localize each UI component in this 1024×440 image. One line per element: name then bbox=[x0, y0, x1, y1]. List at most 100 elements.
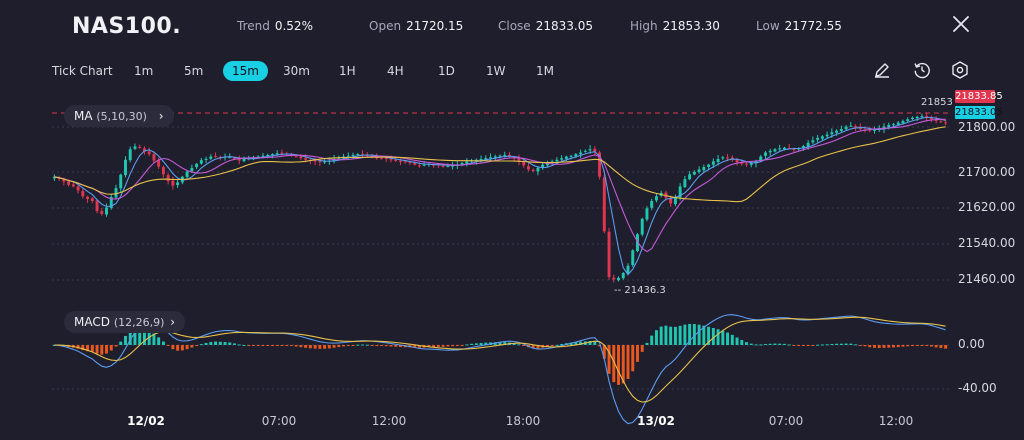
macd-histogram-bar bbox=[820, 344, 824, 346]
candle-body bbox=[669, 197, 673, 204]
candle-body bbox=[801, 146, 805, 149]
macd-histogram-bar bbox=[673, 326, 677, 345]
candle-body bbox=[929, 117, 933, 120]
macd-histogram-bar bbox=[636, 345, 639, 362]
candle-body bbox=[228, 156, 232, 158]
candle-body bbox=[503, 154, 507, 156]
macd-histogram-bar bbox=[142, 328, 146, 345]
macd-indicator-toggle[interactable]: MACD (12,26,9) › bbox=[64, 311, 186, 333]
macd-histogram-bar bbox=[669, 326, 673, 345]
candle-body bbox=[313, 160, 317, 162]
candle-body bbox=[289, 153, 293, 156]
candle-body bbox=[365, 155, 369, 157]
price-tick-label: 21800.00 bbox=[958, 120, 1016, 134]
macd-histogram-bar bbox=[688, 323, 692, 345]
candle-body bbox=[564, 156, 568, 159]
tab-1h[interactable]: 1H bbox=[339, 64, 356, 78]
tick-chart-button[interactable]: Tick Chart bbox=[52, 64, 113, 78]
macd-histogram-bar bbox=[726, 332, 730, 345]
candle-body bbox=[71, 184, 75, 187]
candle-body bbox=[413, 162, 417, 165]
macd-histogram-bar bbox=[754, 344, 758, 346]
chevron-right-icon: › bbox=[170, 315, 176, 329]
macd-histogram-bar bbox=[707, 326, 711, 345]
candle-body bbox=[176, 182, 180, 186]
macd-histogram-bar bbox=[901, 345, 905, 347]
settings-hex-icon[interactable] bbox=[950, 60, 970, 80]
tab-5m[interactable]: 5m bbox=[184, 64, 204, 78]
candle-body bbox=[887, 124, 891, 128]
candle-body bbox=[939, 121, 943, 123]
candle-body bbox=[541, 164, 545, 168]
macd-histogram-bar bbox=[887, 345, 891, 348]
macd-histogram-bar bbox=[910, 345, 914, 346]
macd-histogram-bar bbox=[498, 342, 502, 345]
draw-pencil-icon[interactable] bbox=[872, 60, 892, 80]
candle-body bbox=[531, 169, 535, 172]
macd-histogram-bar bbox=[484, 342, 488, 345]
tab-15m[interactable]: 15m bbox=[223, 61, 268, 81]
macd-histogram-bar bbox=[95, 345, 99, 354]
macd-histogram-bar bbox=[223, 342, 227, 345]
candle-body bbox=[901, 120, 905, 124]
reset-clock-icon[interactable] bbox=[912, 60, 932, 80]
macd-histogram-bar bbox=[185, 345, 189, 350]
candle-body bbox=[612, 277, 616, 280]
macd-dif-line bbox=[54, 314, 946, 425]
macd-histogram-bar bbox=[332, 345, 336, 348]
macd-histogram-bar bbox=[745, 342, 748, 345]
macd-histogram-bar bbox=[119, 341, 123, 345]
macd-histogram-bar bbox=[375, 345, 379, 346]
candle-body bbox=[844, 126, 848, 130]
candle-body bbox=[422, 164, 426, 166]
tab-1m-month[interactable]: 1M bbox=[536, 64, 554, 78]
tab-1m[interactable]: 1m bbox=[134, 64, 154, 78]
macd-histogram-bar bbox=[128, 330, 132, 345]
candle-body bbox=[105, 207, 108, 215]
candle-body bbox=[124, 159, 127, 176]
tab-1d[interactable]: 1D bbox=[438, 64, 455, 78]
candle-body bbox=[62, 178, 66, 182]
tab-1w[interactable]: 1W bbox=[486, 64, 506, 78]
candle-body bbox=[820, 136, 824, 139]
candle-body bbox=[692, 171, 696, 175]
close-icon[interactable] bbox=[951, 14, 971, 34]
tab-4h[interactable]: 4H bbox=[387, 64, 404, 78]
candle-body bbox=[304, 158, 308, 160]
candle-body bbox=[579, 152, 583, 155]
macd-histogram-bar bbox=[370, 345, 374, 346]
candle-body bbox=[654, 196, 658, 201]
macd-histogram-bar bbox=[854, 344, 858, 346]
high-annotation: 21853 bbox=[921, 97, 953, 108]
candle-body bbox=[631, 250, 635, 266]
macd-histogram-bar bbox=[839, 343, 843, 345]
candle-body bbox=[408, 162, 412, 164]
macd-histogram-bar bbox=[470, 343, 474, 345]
candle-body bbox=[185, 171, 189, 177]
macd-histogram-bar bbox=[711, 327, 715, 345]
macd-histogram-bar bbox=[877, 345, 881, 348]
candle-body bbox=[133, 146, 137, 149]
macd-histogram-bar bbox=[925, 345, 929, 346]
macd-histogram-bar bbox=[176, 345, 180, 351]
macd-histogram-bar bbox=[811, 345, 815, 346]
candle-body bbox=[673, 196, 677, 205]
candle-body bbox=[574, 154, 578, 157]
candle-body bbox=[190, 167, 194, 172]
candle-body bbox=[81, 191, 85, 197]
macd-histogram-bar bbox=[721, 330, 725, 345]
candle-body bbox=[166, 174, 170, 182]
macd-histogram-bar bbox=[593, 341, 597, 345]
candle-body bbox=[128, 149, 132, 161]
macd-histogram-bar bbox=[768, 343, 772, 345]
candle-body bbox=[555, 159, 559, 162]
candle-body bbox=[479, 158, 483, 160]
tab-30m[interactable]: 30m bbox=[283, 64, 310, 78]
candle-body bbox=[944, 122, 948, 124]
candle-body bbox=[825, 134, 829, 137]
ma-indicator-toggle[interactable]: MA (5,10,30) › bbox=[64, 105, 174, 127]
macd-histogram-bar bbox=[252, 345, 255, 346]
candle-body bbox=[398, 160, 402, 162]
